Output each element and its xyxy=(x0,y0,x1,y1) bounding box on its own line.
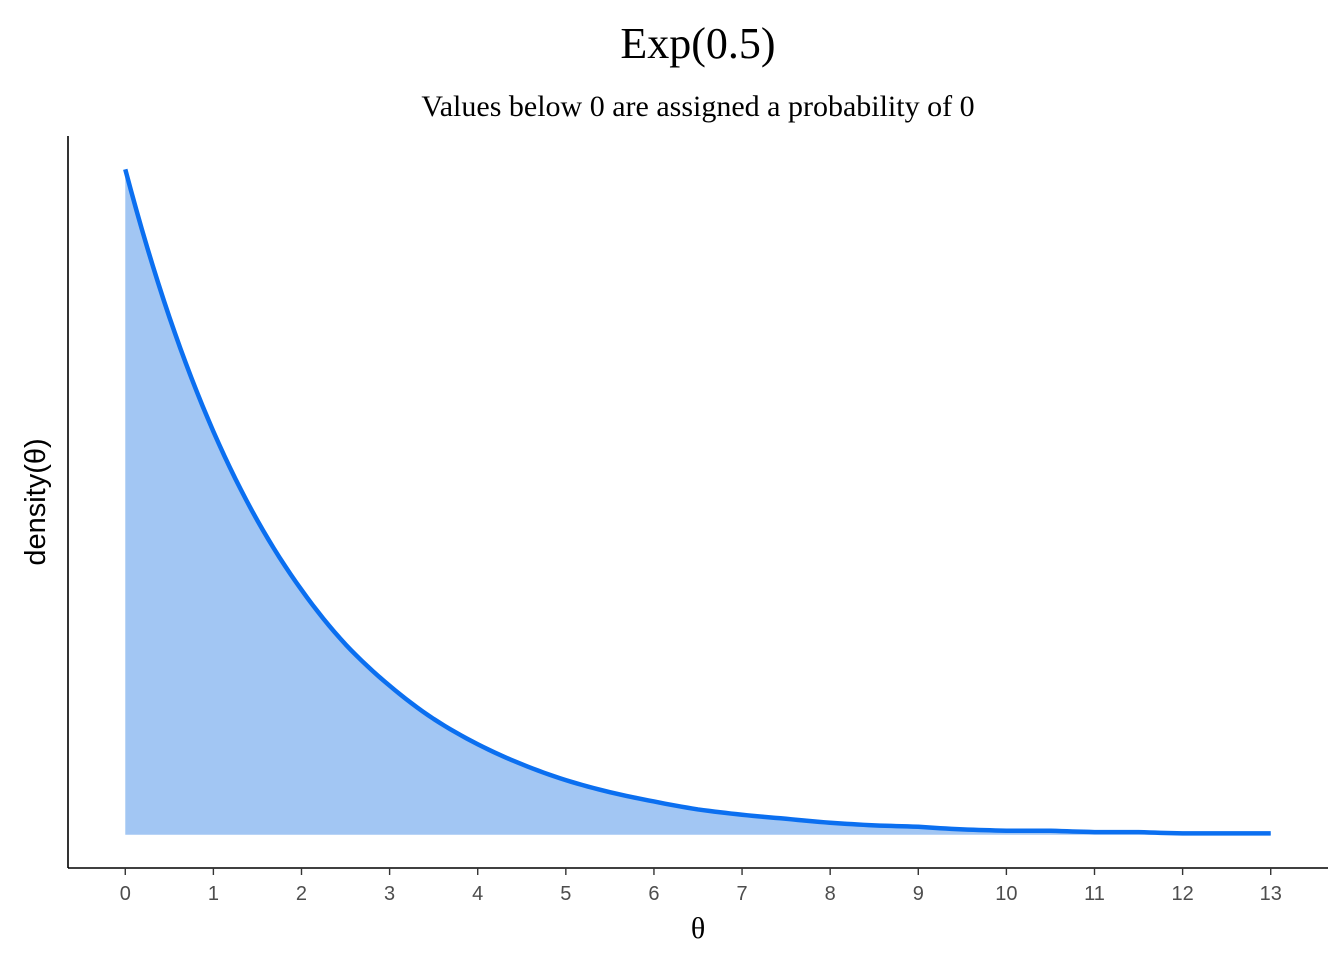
x-tick-label-2: 2 xyxy=(296,883,307,905)
x-tick-label-3: 3 xyxy=(384,883,395,905)
plot-area xyxy=(123,168,1271,836)
x-tick-label-10: 10 xyxy=(995,883,1017,905)
x-tick-label-7: 7 xyxy=(736,883,747,905)
x-tick-label-11: 11 xyxy=(1084,883,1105,905)
density-line xyxy=(123,168,1271,836)
x-tick-label-13: 13 xyxy=(1260,883,1282,905)
x-tick-label-6: 6 xyxy=(648,883,659,905)
x-tick-label-8: 8 xyxy=(825,883,836,905)
y-axis-label: density(θ) xyxy=(20,438,52,565)
x-tick-label-5: 5 xyxy=(560,883,571,905)
x-tick-label-0: 0 xyxy=(120,883,131,905)
x-tick-label-4: 4 xyxy=(472,883,483,905)
chart-title: Exp(0.5) xyxy=(620,19,775,68)
x-tick-label-1: 1 xyxy=(208,883,219,905)
chart-subtitle: Values below 0 are assigned a probabilit… xyxy=(421,90,974,123)
x-axis-ticks: 0 1 2 3 4 5 6 7 8 9 10 11 12 13 xyxy=(120,868,1282,905)
x-tick-label-12: 12 xyxy=(1171,883,1193,905)
x-tick-label-9: 9 xyxy=(913,883,924,905)
x-axis-label: θ xyxy=(691,912,705,945)
density-area xyxy=(125,169,1271,835)
